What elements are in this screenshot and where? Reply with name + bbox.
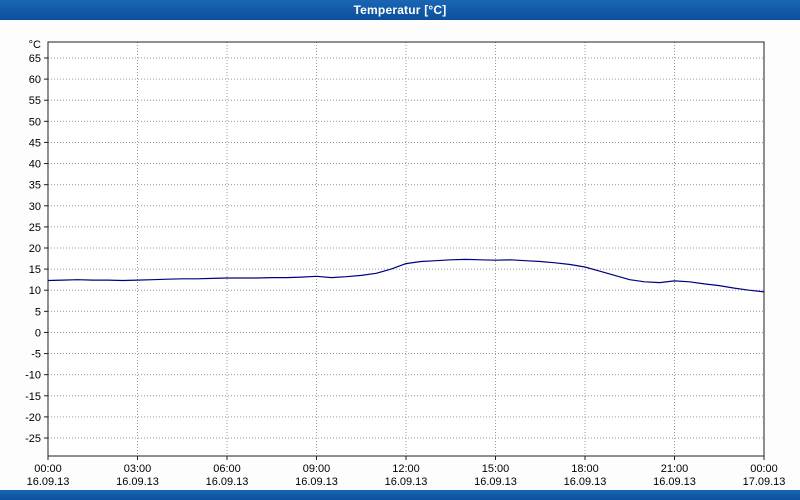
- x-tick-time: 00:00: [34, 463, 62, 475]
- y-tick-label: 50: [29, 116, 41, 128]
- y-tick-label: 65: [29, 53, 41, 65]
- temperature-line: [47, 258, 765, 293]
- y-tick-label: 20: [29, 243, 41, 255]
- window-titlebar[interactable]: Temperatur [°C]: [0, 0, 800, 20]
- x-tick-date: 16.09.13: [474, 476, 517, 488]
- y-tick-label: 35: [29, 180, 41, 192]
- x-tick-date: 16.09.13: [385, 476, 428, 488]
- x-tick-time: 15:00: [482, 463, 510, 475]
- x-tick-time: 21:00: [661, 463, 689, 475]
- window-bottom-bar: [0, 490, 800, 500]
- x-tick-time: 18:00: [571, 463, 599, 475]
- y-tick-label: -20: [25, 412, 41, 424]
- x-tick-date: 16.09.13: [27, 476, 70, 488]
- chart-container: 65 60 55 50 45 40 35 30 25 20 15 10 5 0 -5 -10 -15 -20 -25…: [0, 20, 800, 490]
- x-tick-date: 17.09.13: [743, 476, 786, 488]
- x-tick-time: 12:00: [392, 463, 420, 475]
- x-tick-date: 16.09.13: [295, 476, 338, 488]
- y-tick-label: 5: [35, 306, 41, 318]
- x-tick-date: 16.09.13: [206, 476, 249, 488]
- y-tick-label: -5: [31, 349, 41, 361]
- temperature-chart: 65605550454035302520151050-5-10-15-20-25…: [25, 39, 786, 488]
- y-tick-label: 45: [29, 137, 41, 149]
- y-axis-unit-label: °C: [29, 39, 41, 51]
- x-tick-date: 16.09.13: [653, 476, 696, 488]
- y-tick-label: 25: [29, 222, 41, 234]
- y-tick-label: 40: [29, 159, 41, 171]
- y-tick-label: 60: [29, 74, 41, 86]
- x-tick-time: 00:00: [750, 463, 778, 475]
- y-tick-label: -15: [25, 391, 41, 403]
- y-tick-label: 10: [29, 285, 41, 297]
- x-tick-time: 03:00: [124, 463, 152, 475]
- window-title: Temperatur [°C]: [353, 3, 447, 17]
- x-tick-date: 16.09.13: [564, 476, 607, 488]
- y-tick-label: 0: [35, 327, 41, 339]
- x-tick-time: 06:00: [213, 463, 241, 475]
- x-tick-date: 16.09.13: [116, 476, 159, 488]
- y-tick-label: 55: [29, 95, 41, 107]
- y-tick-label: 15: [29, 264, 41, 276]
- y-tick-label: 30: [29, 201, 41, 213]
- y-tick-label: -10: [25, 370, 41, 382]
- y-tick-label: -25: [25, 433, 41, 445]
- x-tick-time: 09:00: [303, 463, 331, 475]
